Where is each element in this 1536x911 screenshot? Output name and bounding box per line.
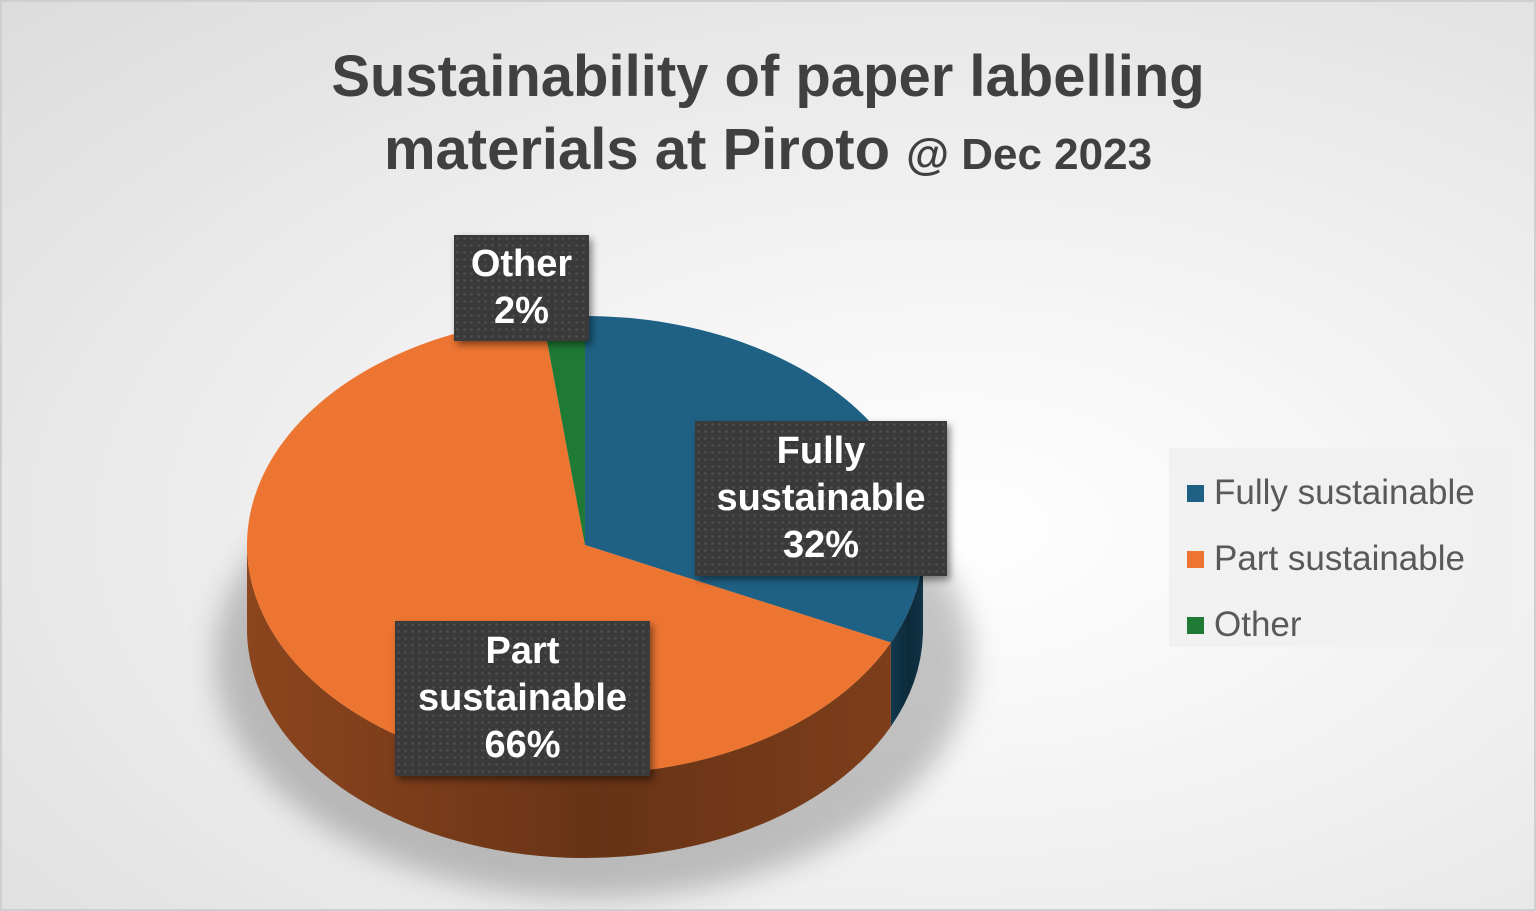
legend-label-fully-sustainable: Fully sustainable [1214,473,1475,513]
legend-swatch-part-sustainable [1187,551,1204,568]
data-label-fully-line2: sustainable [695,475,947,522]
data-label-other: Other 2% [454,235,589,341]
chart-legend: Fully sustainable Part sustainable Other [1169,448,1511,647]
legend-item-part-sustainable: Part sustainable [1187,526,1511,592]
data-label-part-sustainable: Part sustainable 66% [395,621,650,776]
data-label-part-line2: sustainable [395,675,650,722]
legend-label-part-sustainable: Part sustainable [1214,539,1465,579]
legend-swatch-other [1187,617,1204,634]
data-label-other-value: 2% [454,288,589,335]
data-label-fully-line1: Fully [695,428,947,475]
data-label-part-value: 66% [395,722,650,769]
data-label-part-line1: Part [395,628,650,675]
data-label-fully-value: 32% [695,522,947,569]
legend-label-other: Other [1214,605,1302,645]
legend-swatch-fully-sustainable [1187,485,1204,502]
legend-item-fully-sustainable: Fully sustainable [1187,460,1511,526]
data-label-other-name: Other [454,241,589,288]
data-label-fully-sustainable: Fully sustainable 32% [695,421,947,576]
legend-item-other: Other [1187,592,1511,658]
